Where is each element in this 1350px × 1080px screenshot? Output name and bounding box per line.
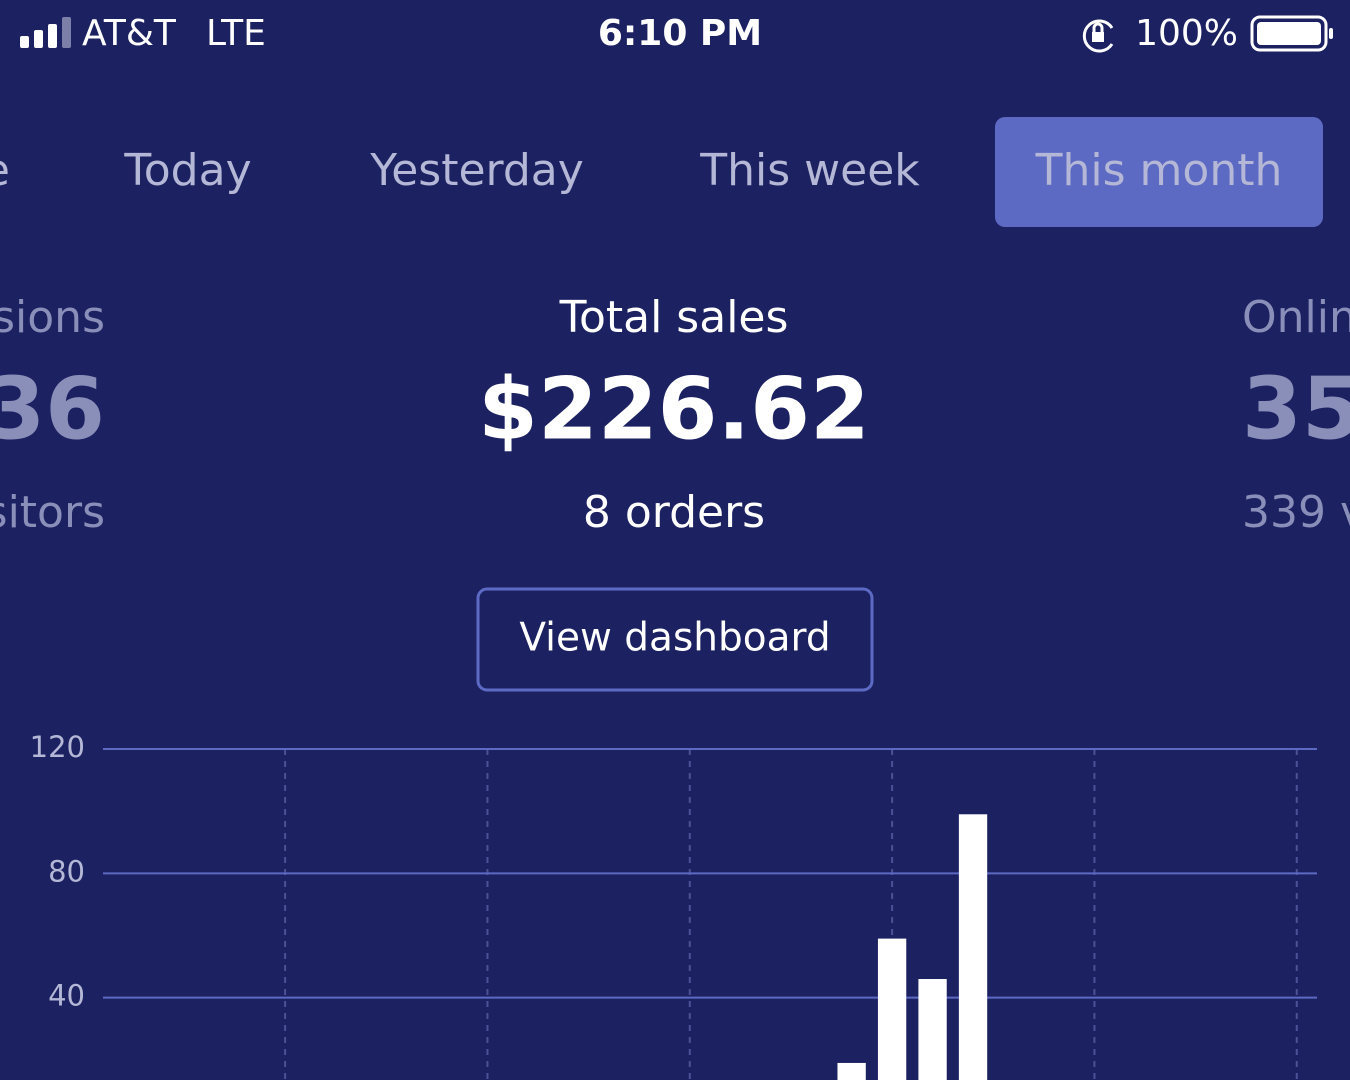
bar [958,814,988,1080]
active-tab-background [995,117,1323,227]
clock: 6:10 PM [598,13,762,54]
tab[interactable]: Today [123,145,251,196]
stat-subtitle: sitors [0,487,105,538]
chart: 40 80 120 [30,730,1317,1080]
y-tick-label: 40 [48,979,85,1013]
stat-title: sions [0,292,105,343]
stat-subtitle: 8 orders [583,487,765,538]
button-border [476,587,874,692]
bar [877,938,907,1080]
signal-icon [20,17,71,48]
stat-title: Onlin [1242,292,1350,343]
stat-title: Total sales [559,292,789,343]
stat-value: $226.62 [478,359,870,459]
tab[interactable]: This month [1035,145,1283,196]
tab[interactable]: Yesterday [369,145,584,196]
network: LTE [206,13,266,54]
stat-subtitle: 339 v [1242,487,1350,538]
tab[interactable]: e [0,145,10,196]
view-dashboard-button[interactable]: View dashboard [476,587,874,692]
bar [918,979,947,1080]
tab[interactable]: This week [699,145,920,196]
y-tick-label: 120 [30,730,85,764]
button-label[interactable]: View dashboard [519,616,830,661]
battery-icon [1250,15,1333,52]
y-tick-label: 80 [48,854,85,888]
rotation-lock-icon [1082,19,1114,53]
bar [837,1062,866,1080]
stat-value: 36 [0,359,105,459]
battery-percent: 100% [1135,13,1238,54]
stat-value: 35 [1242,359,1350,459]
carrier: AT&T [82,13,177,54]
